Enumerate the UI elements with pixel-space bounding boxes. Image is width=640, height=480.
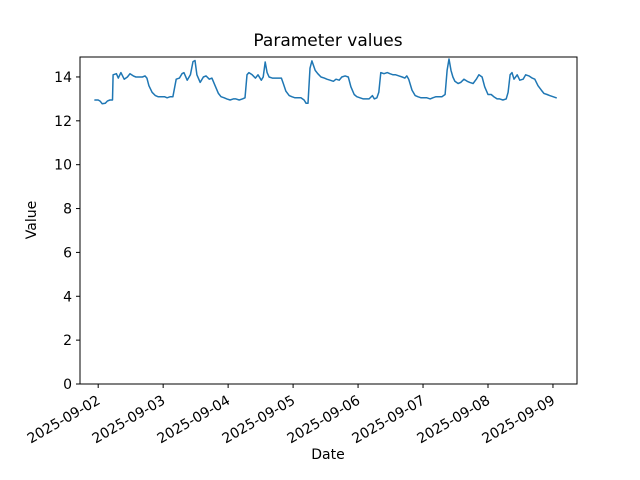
data-series-line [94, 58, 557, 105]
y-tick-label: 14 [54, 70, 72, 86]
y-tick-label: 4 [63, 289, 72, 305]
x-tick-label: 2025-09-08 [415, 393, 493, 448]
x-tick-label: 2025-09-07 [350, 393, 428, 448]
x-tick-label: 2025-09-06 [285, 393, 364, 448]
y-axis-label: Value [24, 201, 40, 239]
x-axis-label: Date [311, 447, 344, 463]
plot-frame [79, 56, 578, 385]
x-tick-label: 2025-09-04 [155, 393, 234, 448]
x-tick-label: 2025-09-02 [25, 393, 103, 448]
x-tick-label: 2025-09-05 [220, 393, 298, 448]
y-tick-label: 6 [63, 245, 72, 261]
y-tick-label: 8 [63, 202, 72, 218]
y-tick-label: 0 [63, 377, 72, 393]
chart-title: Parameter values [253, 31, 402, 51]
plot-area-group: 024681012142025-09-022025-09-032025-09-0… [25, 56, 578, 448]
x-tick-label: 2025-09-03 [90, 393, 168, 448]
x-tick-label: 2025-09-09 [479, 393, 557, 448]
y-tick-label: 12 [54, 114, 72, 130]
y-tick-label: 2 [63, 333, 72, 349]
y-tick-label: 10 [54, 158, 72, 174]
